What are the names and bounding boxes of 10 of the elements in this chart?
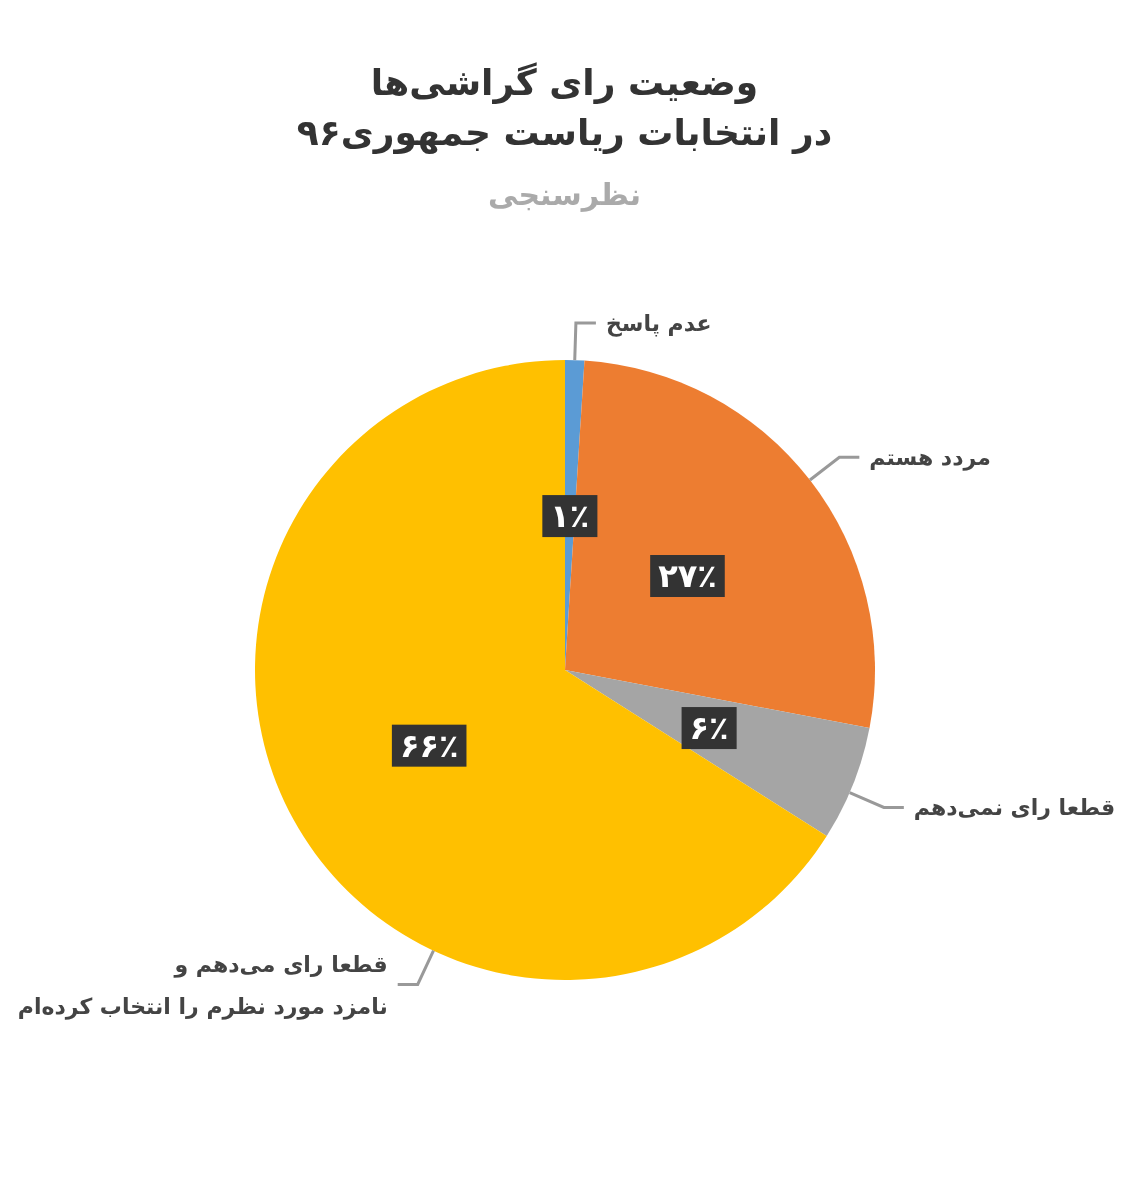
- data-label: ۲۷٪: [658, 557, 717, 595]
- chart-subtitle: نظرسنجی: [488, 177, 641, 212]
- slice-label: قطعا رای می‌دهم و نامزد مورد نظرم را انتخاب کرده‌ام: [17, 952, 388, 1020]
- chart-title: وضعیت رای گراشی‌ها در انتخابات ریاست جمهوری۹۶: [296, 62, 833, 154]
- data-label: ۶۶٪: [399, 726, 459, 765]
- slice-label: عدم پاسخ: [605, 310, 712, 336]
- slice-label: مردد هستم: [869, 445, 991, 471]
- slice-label: قطعا رای نمی‌دهم: [913, 795, 1116, 821]
- data-label: ۶٪: [689, 709, 729, 748]
- data-label: ۱٪: [550, 497, 590, 536]
